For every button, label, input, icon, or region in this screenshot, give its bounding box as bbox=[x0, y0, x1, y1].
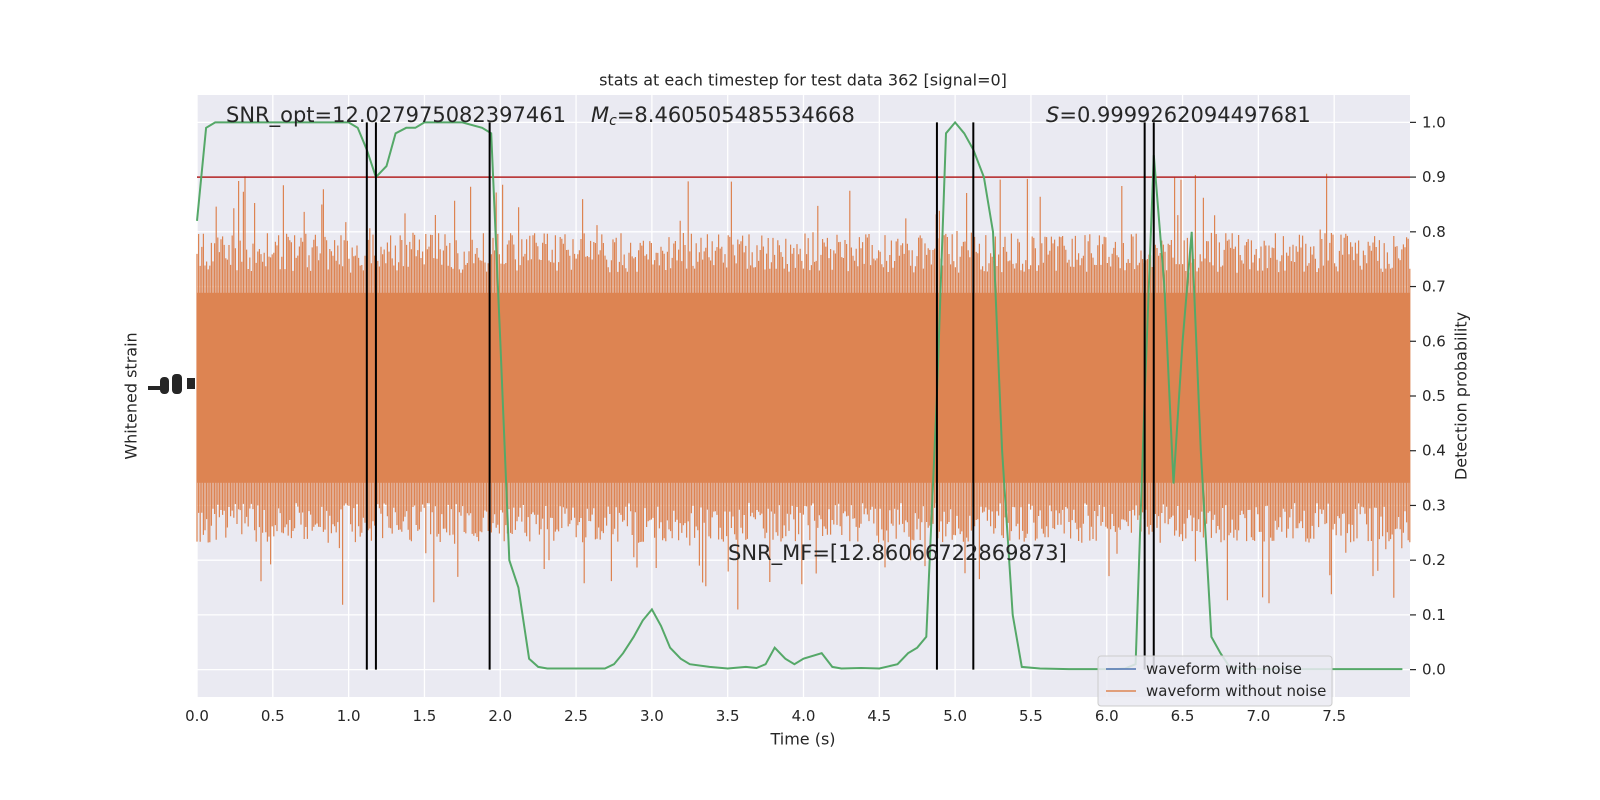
left-axis-ticks-overlap bbox=[148, 374, 195, 394]
snr-mf-label: SNR_MF=[12.86066722869873] bbox=[728, 541, 1067, 566]
event-markers bbox=[365, 122, 1155, 670]
y-tick-label: 0.6 bbox=[1422, 332, 1446, 350]
x-tick-label: 3.0 bbox=[640, 707, 664, 725]
y-tick-label: 0.3 bbox=[1422, 496, 1446, 514]
x-tick-label: 0.5 bbox=[261, 707, 285, 725]
s-value-label: S=0.9999262094497681 bbox=[1046, 103, 1311, 127]
x-tick-label: 1.0 bbox=[337, 707, 361, 725]
x-tick-label: 4.5 bbox=[867, 707, 891, 725]
probability-series bbox=[196, 120, 1403, 671]
y-tick-label: 0.1 bbox=[1422, 606, 1446, 624]
x-tick-label: 4.0 bbox=[792, 707, 816, 725]
chirp-mass-symbol: M bbox=[591, 103, 609, 127]
legend: waveform with noise waveform without noi… bbox=[1097, 655, 1333, 707]
right-axis-label: Detection probability bbox=[1452, 312, 1471, 480]
left-axis-label: Whitened strain bbox=[122, 332, 141, 459]
x-tick-label: 3.5 bbox=[716, 707, 740, 725]
s-value: =0.9999262094497681 bbox=[1059, 103, 1310, 127]
detection-probability-line bbox=[196, 120, 1403, 671]
x-tick-label: 6.5 bbox=[1171, 707, 1195, 725]
x-tick-label: 1.5 bbox=[413, 707, 437, 725]
s-symbol: S bbox=[1046, 103, 1059, 127]
legend-label-noise: waveform with noise bbox=[1146, 660, 1302, 678]
y-tick-label: 0.7 bbox=[1422, 278, 1446, 296]
x-tick-label: 2.5 bbox=[564, 707, 588, 725]
strain-series bbox=[196, 173, 1411, 610]
y-tick-label: 0.4 bbox=[1422, 442, 1446, 460]
chart-title: stats at each timestep for test data 362… bbox=[599, 71, 1007, 90]
y-tick-label: 0.5 bbox=[1422, 387, 1446, 405]
chirp-mass-label: Mc=8.460505485534668 bbox=[591, 103, 855, 129]
y-tick-label: 0.9 bbox=[1422, 168, 1446, 186]
y-tick-label: 1.0 bbox=[1422, 113, 1446, 131]
strain-core-fill bbox=[197, 292, 1410, 483]
x-tick-label: 6.0 bbox=[1095, 707, 1119, 725]
chirp-mass-subscript: c bbox=[609, 113, 617, 129]
snr-opt-label: SNR_opt=12.027975082397461 bbox=[226, 103, 566, 128]
x-tick-label: 5.0 bbox=[943, 707, 967, 725]
x-tick-label: 0.0 bbox=[185, 707, 209, 725]
x-tick-label: 7.0 bbox=[1246, 707, 1270, 725]
x-axis-ticks: 0.0 0.5 1.0 1.5 2.0 2.5 3.0 3.5 4.0 4.5 5.0 5.5 6.0 6… bbox=[185, 707, 1346, 725]
chirp-mass-value: =8.460505485534668 bbox=[617, 103, 855, 127]
x-tick-label: 2.0 bbox=[488, 707, 512, 725]
right-axis-ticks: 0.0 0.1 0.2 0.3 0.4 0.5 0.6 0.7 0.8 0.9 1.0 bbox=[1410, 113, 1446, 679]
legend-box bbox=[1097, 655, 1333, 707]
x-axis-label: Time (s) bbox=[769, 730, 835, 749]
legend-label-clean: waveform without noise bbox=[1146, 682, 1326, 700]
y-tick-label: 0.8 bbox=[1422, 223, 1446, 241]
x-tick-label: 5.5 bbox=[1019, 707, 1043, 725]
y-tick-label: 0.2 bbox=[1422, 551, 1446, 569]
x-tick-label: 7.5 bbox=[1322, 707, 1346, 725]
y-tick-label: 0.0 bbox=[1422, 661, 1446, 679]
